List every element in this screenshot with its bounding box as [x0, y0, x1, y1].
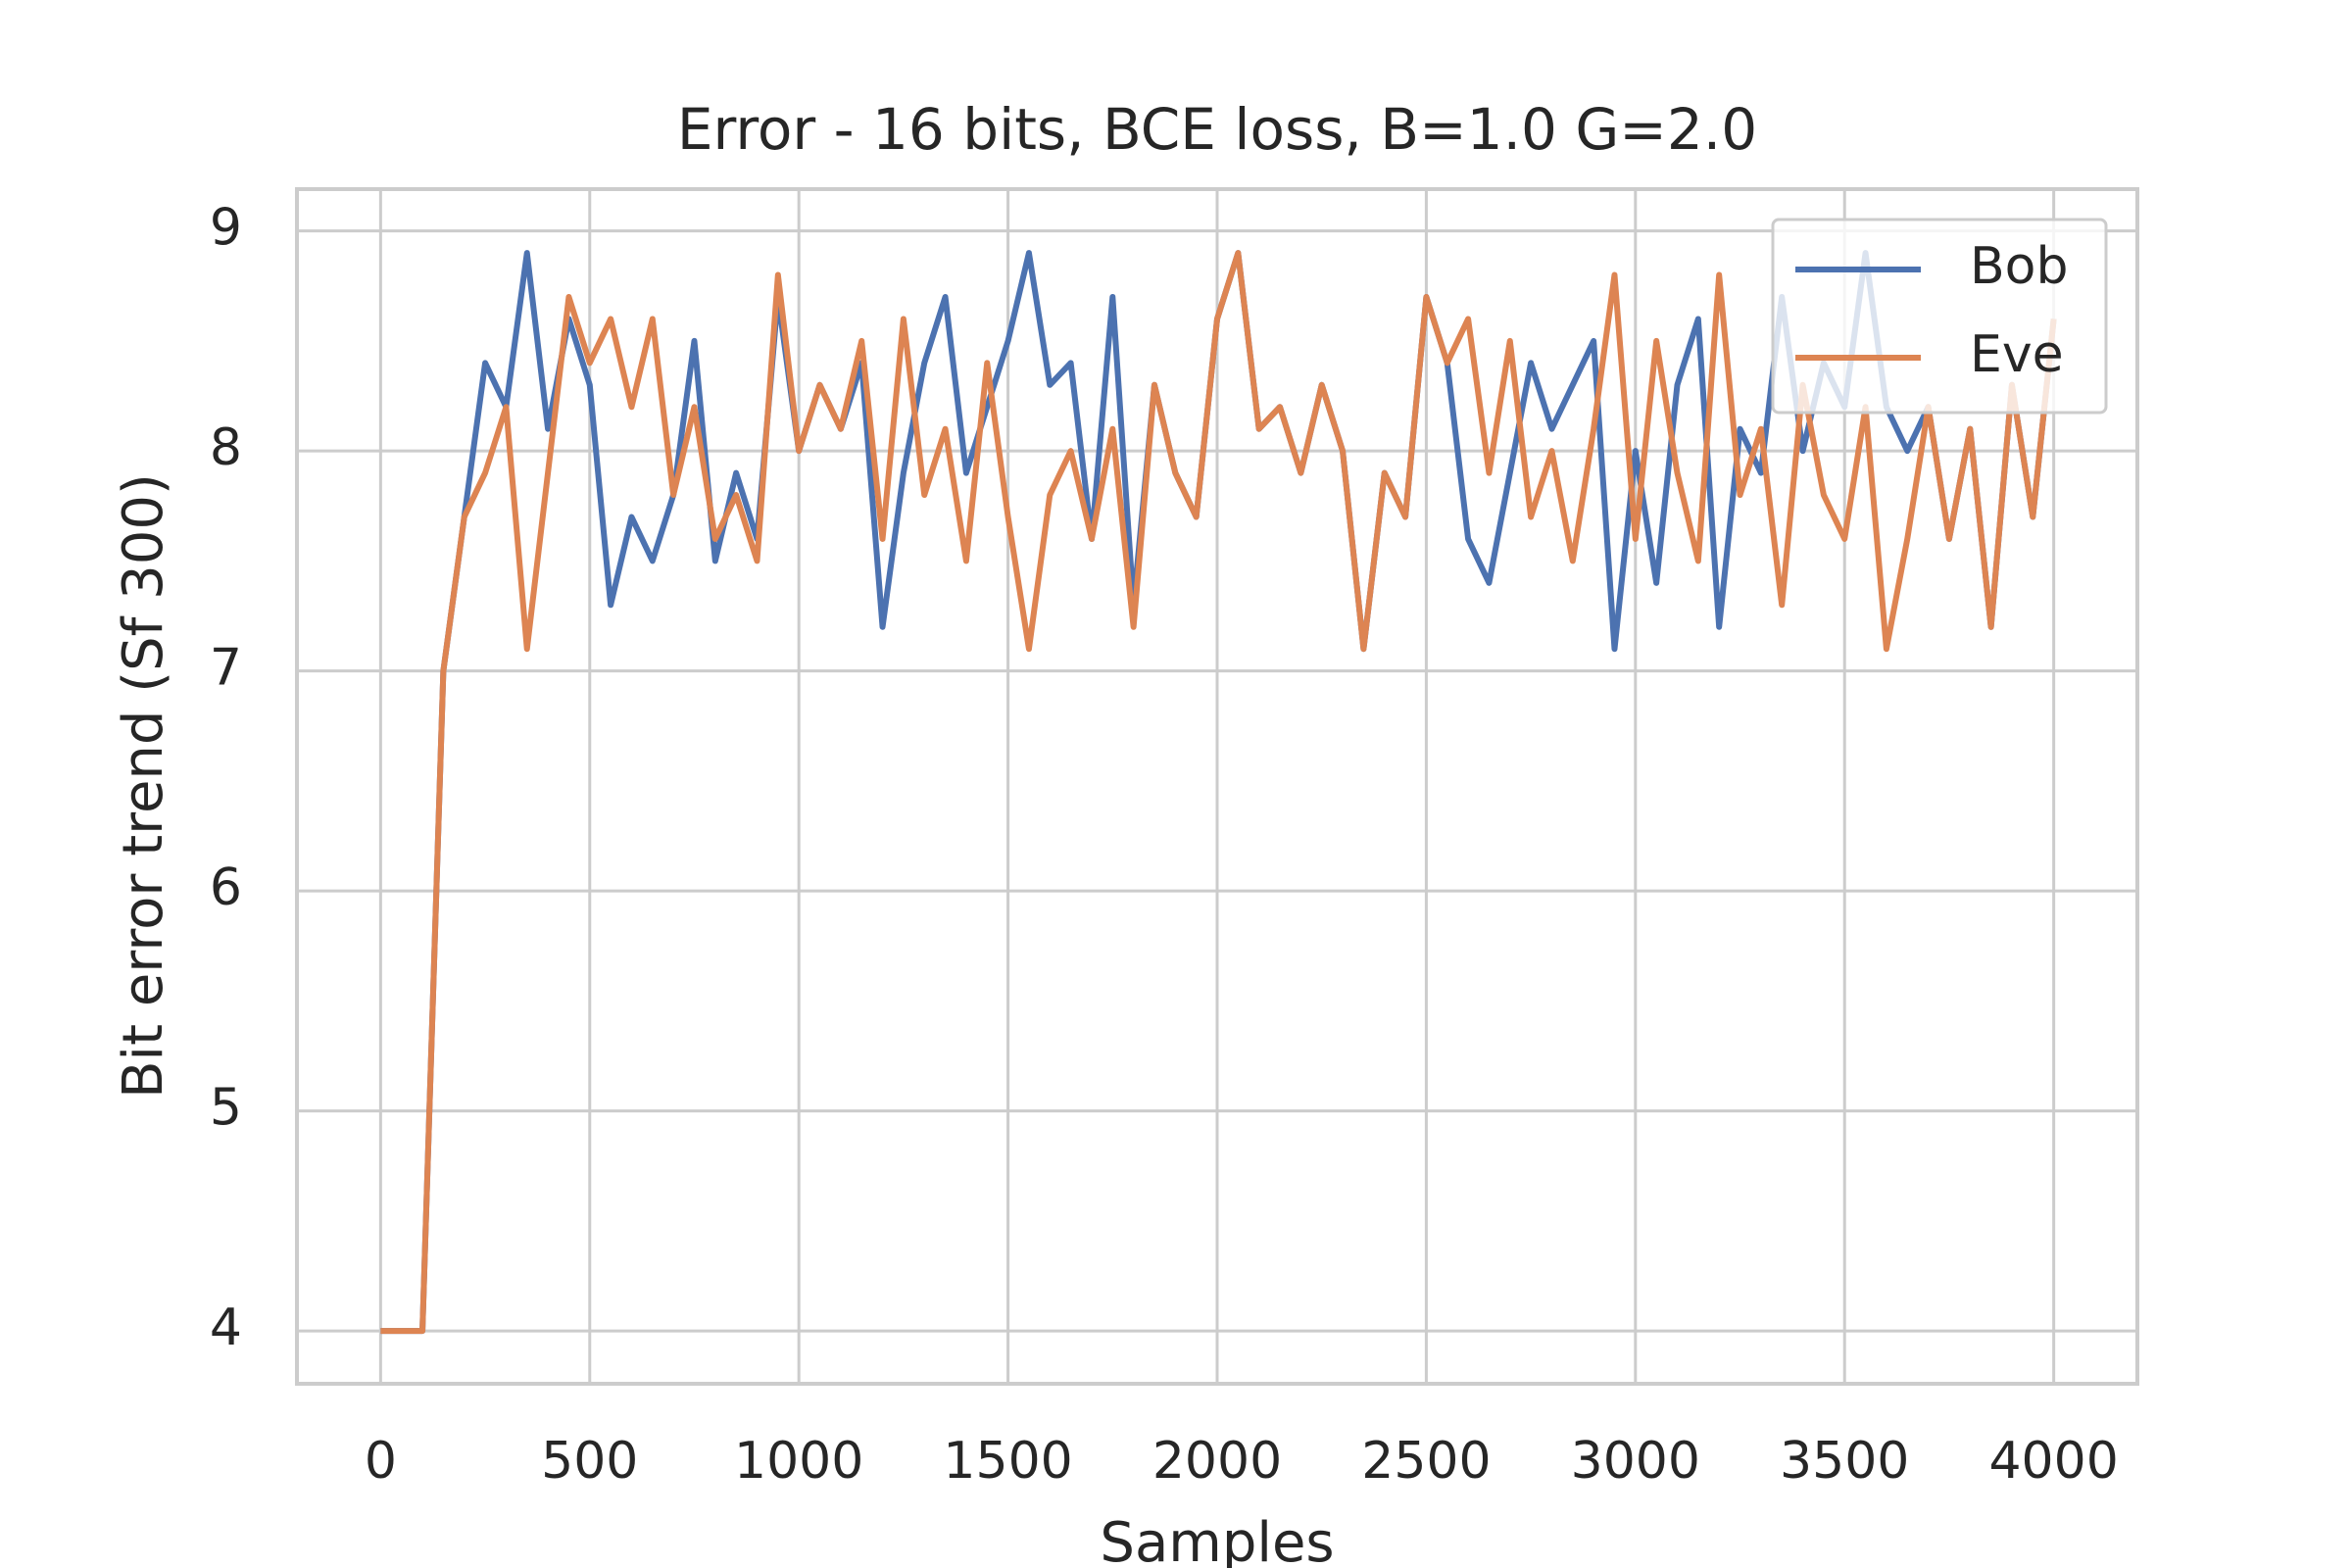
x-tick-label: 3500 — [1780, 1432, 1909, 1491]
series-line — [380, 250, 2057, 1335]
x-tick-label: 2000 — [1152, 1432, 1282, 1491]
chart-title: Error - 16 bits, BCE loss, B=1.0 G=2.0 — [677, 96, 1757, 163]
plot-frame — [295, 187, 2139, 1386]
x-tick-label: 1500 — [943, 1432, 1072, 1491]
x-tick-label: 0 — [365, 1432, 397, 1491]
y-tick-label: 4 — [210, 1298, 242, 1357]
legend-label: Bob — [1970, 237, 2069, 296]
x-tick-label: 2500 — [1361, 1432, 1491, 1491]
x-axis-label: Samples — [1100, 1511, 1334, 1568]
y-tick-label: 8 — [210, 418, 242, 477]
legend-label: Eve — [1970, 325, 2064, 384]
x-tick-label: 4000 — [1988, 1432, 2118, 1491]
y-tick-label: 5 — [210, 1079, 242, 1138]
y-tick-label: 9 — [210, 199, 242, 258]
y-tick-label: 7 — [210, 639, 242, 698]
y-tick-label: 6 — [210, 858, 242, 917]
y-axis-label: Bit error trend (Sf 300) — [112, 473, 175, 1099]
x-tick-label: 500 — [541, 1432, 638, 1491]
x-tick-label: 3000 — [1571, 1432, 1700, 1491]
x-tick-label: 1000 — [734, 1432, 863, 1491]
